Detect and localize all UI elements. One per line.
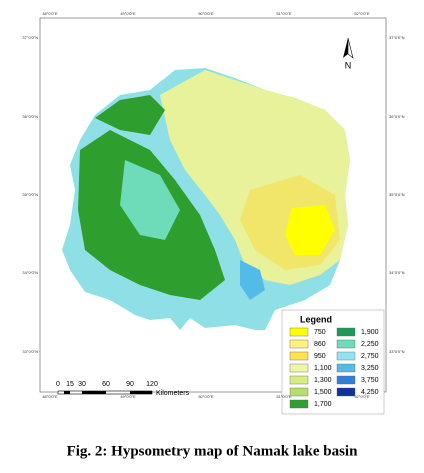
lon-label: 51°0'0"E	[276, 394, 292, 399]
lake-zone	[285, 205, 335, 255]
scale-tick: 90	[126, 381, 134, 388]
lat-label: 37°0'0"N	[22, 35, 38, 40]
peak-zone	[240, 260, 265, 300]
legend-swatch	[336, 363, 356, 373]
lon-label: 50°0'0"E	[198, 11, 214, 16]
north-label: N	[345, 60, 352, 70]
lon-label: 49°0'0"E	[120, 11, 136, 16]
legend-swatch	[336, 327, 356, 337]
legend-swatch	[289, 387, 309, 397]
caption: Fig. 2: Hypsometry map of Namak lake bas…	[67, 443, 358, 459]
legend-label: 750	[314, 329, 326, 336]
lat-label: 35°0'0"N	[22, 192, 38, 197]
legend-swatch	[336, 339, 356, 349]
lat-label: 36°0'0"N	[22, 114, 38, 119]
lat-label: 34°0'0"N	[389, 270, 405, 275]
lat-label: 36°0'0"N	[389, 114, 405, 119]
legend-label: 2,750	[361, 353, 379, 360]
legend-swatch	[289, 375, 309, 385]
scale-tick: 30	[78, 381, 86, 388]
lon-label: 48°0'0"E	[42, 394, 58, 399]
legend-label: 3,250	[361, 365, 379, 372]
legend-swatch	[289, 339, 309, 349]
legend-label: 4,250	[361, 389, 379, 396]
legend-label: 1,300	[314, 377, 332, 384]
lat-label: 34°0'0"N	[22, 270, 38, 275]
scale-unit: Kilometers	[156, 390, 190, 397]
arrow-half	[343, 38, 348, 58]
lon-label: 50°0'0"E	[198, 394, 214, 399]
basin	[62, 68, 350, 330]
legend-swatch	[336, 387, 356, 397]
legend-label: 1,100	[314, 365, 332, 372]
legend-label: 860	[314, 341, 326, 348]
scale-bar	[57, 390, 153, 395]
legend-swatch	[289, 363, 309, 373]
lat-label: 35°0'0"N	[389, 192, 405, 197]
scale-segment	[130, 391, 152, 394]
lat-label: 33°0'0"N	[22, 349, 38, 354]
lon-label: 49°0'0"E	[120, 394, 136, 399]
lon-label: 52°0'0"E	[354, 11, 370, 16]
legend-box	[281, 309, 385, 415]
legend-label: 3,750	[361, 377, 379, 384]
legend-label: 950	[314, 353, 326, 360]
legend-swatch	[336, 375, 356, 385]
lon-label: 52°0'0"E	[354, 394, 370, 399]
scale-tick: 60	[102, 381, 110, 388]
legend-label: 1,900	[361, 329, 379, 336]
legend-label: 1,500	[314, 389, 332, 396]
legend-title: Legend	[300, 314, 332, 324]
scale-tick: 120	[146, 381, 158, 388]
legend-swatch	[289, 327, 309, 337]
highland-zone	[120, 160, 180, 240]
lon-label: 51°0'0"E	[276, 11, 292, 16]
legend-swatch	[289, 351, 309, 361]
scale-segment	[64, 391, 70, 394]
legend-swatch	[289, 399, 309, 409]
legend-swatch	[336, 351, 356, 361]
legend-label: 1,700	[314, 401, 332, 408]
north-arrow: N	[343, 37, 354, 70]
scale-segment	[82, 391, 106, 394]
arrow-half	[347, 37, 354, 59]
north-mountain	[95, 95, 165, 135]
scale-tick: 15	[66, 381, 74, 388]
legend-label: 2,250	[361, 341, 379, 348]
scale-tick: 0	[56, 381, 60, 388]
lon-label: 48°0'0"E	[42, 11, 58, 16]
lat-label: 37°0'0"N	[389, 35, 405, 40]
lat-label: 33°0'0"N	[389, 349, 405, 354]
